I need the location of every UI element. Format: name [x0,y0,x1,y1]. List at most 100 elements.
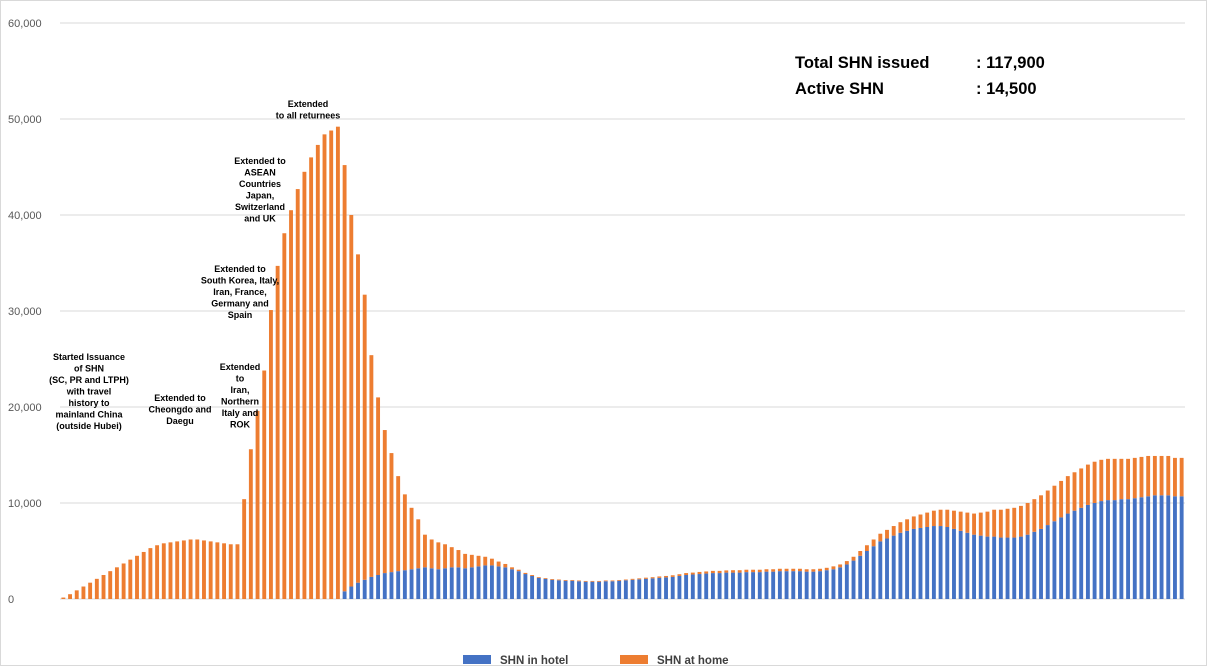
bar-shn-at-home [329,130,334,599]
annotations: Started Issuance of SHN(SC, PR and LTPH) w… [49,99,340,431]
bar-shn-in-hotel [590,581,595,599]
bar-shn-in-hotel [1106,500,1110,599]
bar-shn-at-home [1039,495,1043,529]
bar-shn-at-home [603,580,608,582]
bar-shn-at-home [710,570,715,574]
bar-shn-in-hotel [838,567,843,599]
annotation-text: of SHN [74,364,104,374]
bar-shn-at-home [838,564,843,568]
bar-shn-in-hotel [670,576,675,599]
bar-shn-in-hotel [429,568,434,599]
bar-shn-at-home [389,453,394,573]
annotation-text: Extended [220,362,261,372]
bar-shn-in-hotel [1099,501,1104,599]
bar-shn-in-hotel [777,571,782,599]
bar-shn-in-hotel [985,536,990,599]
bar-shn-in-hotel [724,572,729,599]
bar-shn-in-hotel [489,565,494,599]
bar-shn-at-home [777,568,782,572]
bar-shn-in-hotel [369,576,374,599]
bar-shn-in-hotel [771,571,776,599]
bar-shn-in-hotel [416,568,421,599]
bar-shn-at-home [516,569,521,572]
active-shn-label: Active SHN [795,80,884,98]
bar-shn-at-home [670,575,675,577]
bar-shn-at-home [208,541,213,599]
annotation-text: Switzerland [235,202,285,212]
bar-shn-in-hotel [891,535,896,599]
bar-shn-in-hotel [1072,510,1077,599]
total-shn-value: : 117,900 [976,54,1045,72]
bar-shn-at-home [617,579,622,581]
bar-shn-at-home [744,569,749,573]
bar-shn-at-home [449,547,454,568]
bar-shn-at-home [436,542,441,570]
bar-shn-at-home [697,571,702,575]
bar-shn-at-home [248,449,253,599]
bar-shn-at-home [141,551,146,599]
bar-shn-at-home [530,575,535,576]
annotation-text: Extended to [214,264,266,274]
bar-shn-at-home [1065,476,1070,514]
bar-shn-in-hotel [925,527,930,599]
bar-shn-in-hotel [1179,496,1184,599]
bar-shn-at-home [885,529,889,539]
bar-shn-at-home [1085,464,1090,505]
bar-shn-in-hotel [664,577,668,599]
bar-shn-in-hotel [376,575,381,599]
bar-shn-at-home [1099,459,1104,502]
annotation-text: to [236,374,245,384]
bar-shn-at-home [382,430,387,574]
bar-shn-at-home [1012,507,1017,538]
annotation-text: Italy and [222,408,259,418]
bar-shn-at-home [1173,457,1177,497]
bar-shn-at-home [824,567,829,571]
bar-shn-at-home [918,514,923,528]
bar-shn-in-hotel [516,571,521,599]
bar-shn-at-home [858,551,863,556]
bar-shn-in-hotel [952,528,956,599]
bar-shn-in-hotel [362,579,367,599]
bar-shn-in-hotel [530,575,535,599]
bar-shn-at-home [429,539,434,569]
bar-shn-in-hotel [630,579,635,599]
bar-shn-in-hotel [751,572,756,599]
bar-shn-at-home [242,499,247,599]
annotation-text: Extended [288,99,329,109]
bar-shn-in-hotel [597,581,602,599]
bar-shn-at-home [536,577,541,578]
bar-shn-in-hotel [456,567,461,599]
bar-shn-in-hotel [1085,504,1090,599]
bar-shn-at-home [945,509,950,527]
bar-shn-at-home [483,556,488,566]
bar-shn-in-hotel [731,572,735,599]
bar-shn-in-hotel [603,581,608,599]
bar-shn-at-home [650,577,655,579]
bar-shn-in-hotel [972,534,977,599]
bar-shn-at-home [623,579,628,581]
bar-shn-in-hotel [858,555,863,599]
bar-shn-at-home [255,410,260,599]
bar-shn-at-home [68,594,72,599]
y-tick-label: 30,000 [8,306,42,318]
bar-shn-in-hotel [697,574,702,599]
bar-shn-at-home [523,572,528,575]
legend-label-home: SHN at home [657,655,729,667]
annotation-text: Countries [239,179,281,189]
annotation-text: Extended to [234,156,286,166]
annotation-text: Cheongdo and [149,405,212,415]
bar-shn-in-hotel [436,569,441,599]
bar-shn-at-home [804,569,809,572]
bar-shn-in-hotel [463,568,468,599]
bar-shn-at-home [684,573,689,575]
bar-shn-at-home [1159,455,1164,496]
bar-shn-at-home [811,569,816,572]
bar-shn-at-home [88,582,93,599]
bar-shn-at-home [275,265,280,599]
bar-shn-at-home [597,580,602,582]
bar-shn-in-hotel [1126,499,1131,599]
bar-shn-in-hotel [938,526,943,599]
bar-shn-at-home [550,579,555,580]
bar-shn-in-hotel [1132,498,1137,599]
bar-shn-in-hotel [356,582,360,599]
